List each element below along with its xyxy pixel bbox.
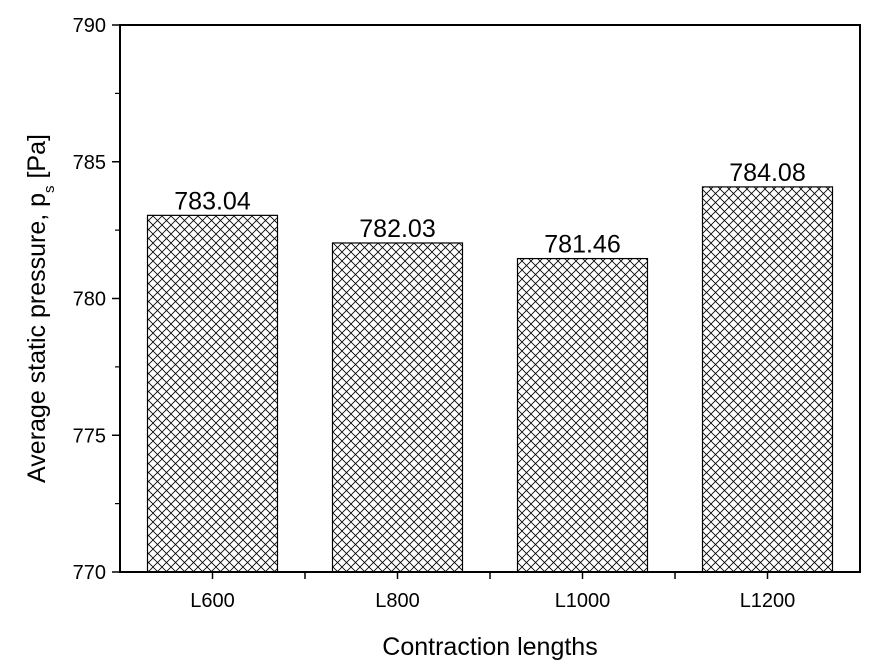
y-tick-label: 785 (73, 152, 106, 174)
data-labels-group: 783.04 782.03 781.46 784.08 (174, 159, 805, 259)
data-label-l1000: 781.46 (544, 231, 620, 259)
bar-l600 (146, 214, 279, 573)
y-axis-title-unit: [Pa] (23, 134, 51, 185)
bar-l800 (331, 242, 464, 573)
data-label-l1200: 784.08 (729, 159, 805, 187)
y-tick-label: 780 (73, 289, 106, 311)
data-label-l800: 782.03 (359, 215, 435, 243)
bars-group (146, 186, 834, 573)
y-axis-title-subscript: s (41, 185, 58, 193)
bar-l1200 (701, 186, 834, 573)
x-tick-label: L600 (190, 590, 235, 612)
x-tick-label: L1000 (555, 590, 611, 612)
y-tick-label: 770 (73, 562, 106, 584)
x-tick-label: L1200 (740, 590, 796, 612)
y-tick-label: 775 (73, 425, 106, 447)
bar-l1000 (516, 257, 649, 573)
y-axis-title-main: Average static pressure, p (23, 193, 51, 483)
x-axis-title: Contraction lengths (382, 633, 597, 661)
ticks-group: 770 775 780 785 790 L600 L800 L1000 L1200 (73, 15, 796, 612)
y-tick-label: 790 (73, 15, 106, 37)
x-tick-label: L800 (375, 590, 420, 612)
data-label-l600: 783.04 (174, 187, 251, 215)
y-axis-title: Average static pressure, ps [Pa] (23, 134, 58, 483)
